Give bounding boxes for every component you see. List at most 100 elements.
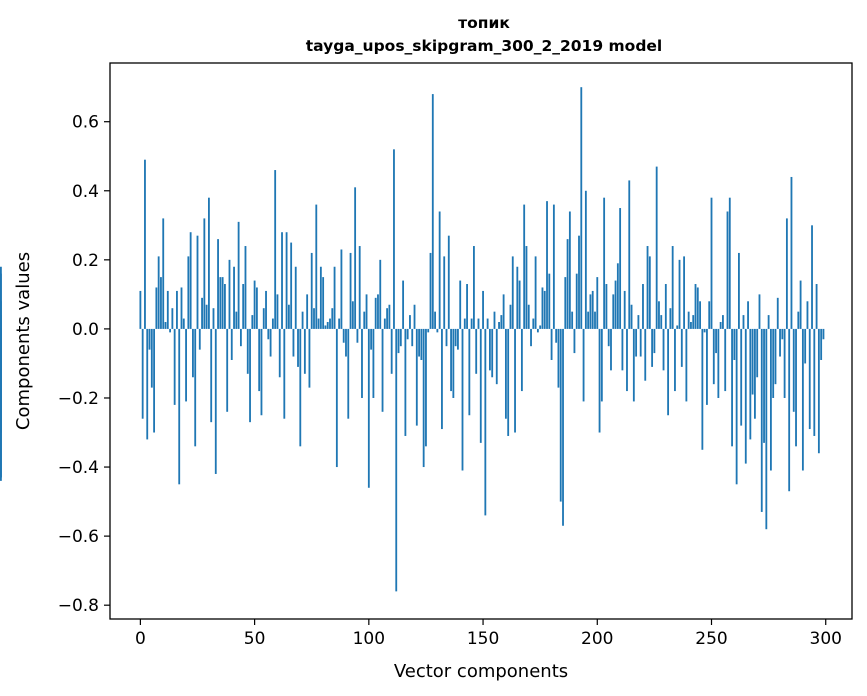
bar-77 xyxy=(315,204,318,329)
bar-169 xyxy=(525,246,528,329)
bar-226 xyxy=(655,166,658,329)
bar-201 xyxy=(598,328,601,433)
bar-11 xyxy=(164,322,167,329)
bar-82 xyxy=(326,322,329,329)
bar-9 xyxy=(160,277,162,329)
bar-133 xyxy=(443,256,446,329)
bar-114 xyxy=(399,328,402,347)
bar-69 xyxy=(297,328,299,367)
bar-171 xyxy=(530,328,532,347)
chart-title: топик xyxy=(458,14,510,32)
bar-132 xyxy=(441,328,443,430)
bar-251 xyxy=(712,328,715,385)
y-tick-label: 0.6 xyxy=(72,113,99,133)
bar-56 xyxy=(267,328,270,340)
bar-141 xyxy=(461,328,464,471)
bar-213 xyxy=(626,328,628,392)
bar-156 xyxy=(495,328,498,385)
bar-187 xyxy=(566,239,569,329)
bar-260 xyxy=(733,328,736,360)
bar-242 xyxy=(692,315,695,329)
bar-246 xyxy=(701,328,704,450)
bar-215 xyxy=(630,304,633,329)
bar-294 xyxy=(811,225,813,329)
bar-30 xyxy=(208,197,210,329)
bar-115 xyxy=(402,280,405,329)
bar-262 xyxy=(738,252,740,329)
bar-27 xyxy=(201,297,203,329)
bar-62 xyxy=(281,232,283,329)
bar-270 xyxy=(756,328,759,378)
bar-74 xyxy=(308,328,311,388)
bar-64 xyxy=(285,232,288,329)
bar-146 xyxy=(473,246,475,329)
bar-42 xyxy=(235,311,238,329)
bar-81 xyxy=(324,325,327,329)
bar-107 xyxy=(383,318,386,329)
x-tick-label: 50 xyxy=(244,629,266,649)
bar-19 xyxy=(182,318,185,329)
bar-231 xyxy=(667,328,670,416)
bar-145 xyxy=(470,318,473,329)
bar-183 xyxy=(557,328,560,388)
bar-192 xyxy=(578,235,580,329)
bar-285 xyxy=(790,176,793,329)
y-tick-label: −0.4 xyxy=(58,458,99,478)
bar-122 xyxy=(418,328,421,357)
y-axis-label: Components values xyxy=(13,252,34,430)
bar-12 xyxy=(166,290,169,329)
bar-255 xyxy=(722,315,724,329)
bar-2 xyxy=(144,159,146,329)
bar-113 xyxy=(397,328,400,354)
x-tick-label: 250 xyxy=(695,629,727,649)
bar-207 xyxy=(612,294,615,329)
bar-8 xyxy=(157,256,160,329)
bar-93 xyxy=(351,301,354,329)
bar-164 xyxy=(514,328,516,433)
y-tick-label: 0.2 xyxy=(72,251,99,271)
bar-137 xyxy=(452,328,455,398)
bar-75 xyxy=(310,252,313,329)
plot-frame xyxy=(109,62,853,620)
bar-40 xyxy=(230,328,233,360)
bar-124 xyxy=(422,328,425,468)
bar-72 xyxy=(303,328,306,374)
bar-102 xyxy=(372,328,375,398)
bar-250 xyxy=(710,197,713,329)
bar-296 xyxy=(815,284,818,329)
bar-211 xyxy=(621,328,624,371)
bar-205 xyxy=(607,328,610,347)
bar-119 xyxy=(411,328,414,347)
bar-49 xyxy=(251,315,254,329)
bar-282 xyxy=(783,328,786,398)
bar-153 xyxy=(488,328,491,371)
bar-155 xyxy=(493,311,496,329)
bar-38 xyxy=(226,328,229,412)
bar-287 xyxy=(795,328,797,447)
bar-159 xyxy=(502,294,505,329)
bar-185 xyxy=(562,328,564,526)
bar-59 xyxy=(274,170,277,329)
bar-79 xyxy=(319,266,322,329)
bar-265 xyxy=(744,328,747,464)
bar-277 xyxy=(772,328,775,398)
bar-276 xyxy=(769,328,772,471)
bar-143 xyxy=(466,284,468,329)
bar-210 xyxy=(619,208,622,329)
bar-152 xyxy=(486,318,489,329)
bar-222 xyxy=(646,246,649,329)
bar-55 xyxy=(265,290,267,329)
bar-177 xyxy=(543,290,546,329)
bar-15 xyxy=(173,328,176,405)
bar-237 xyxy=(680,328,683,367)
bar-108 xyxy=(386,308,389,329)
bar-191 xyxy=(575,273,578,329)
bar-154 xyxy=(491,328,494,378)
bar-48 xyxy=(249,328,251,423)
bar-46 xyxy=(244,246,247,329)
bar-31 xyxy=(210,328,213,423)
bar-116 xyxy=(404,328,407,436)
bar-142 xyxy=(463,318,466,329)
bar-13 xyxy=(169,328,171,333)
bar-258 xyxy=(728,197,731,329)
